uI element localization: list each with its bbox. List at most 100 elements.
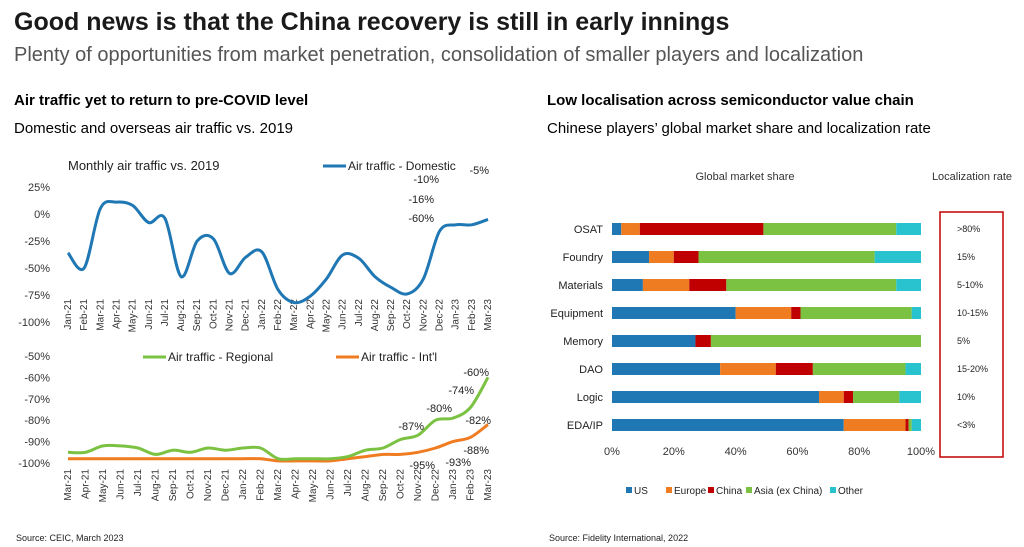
x-tick-label: Apr-22 (291, 469, 302, 499)
annotation-label: -93% (445, 457, 471, 469)
x-tick-label: 40% (725, 446, 747, 458)
x-tick-label: Apr-22 (305, 299, 316, 329)
bar-segment (612, 335, 696, 347)
x-tick-label: Jan-23 (448, 469, 459, 500)
x-tick-label: Jul-21 (133, 469, 144, 497)
x-tick-label: Dec-22 (435, 299, 446, 332)
x-tick-label: Jan-22 (238, 469, 249, 500)
annotation-label: -95% (409, 460, 435, 472)
semiconductor-market-share-chart: Global market share Localization rate OSAT… (550, 171, 1012, 497)
category-label: Equipment (550, 308, 603, 320)
y-tick-label: -60% (24, 372, 50, 384)
bar-segment (649, 251, 674, 263)
bar-segment (843, 391, 854, 403)
x-tick-label: Jul-21 (160, 299, 171, 327)
annotation-label: -60% (408, 213, 434, 225)
x-tick-label: Oct-22 (402, 299, 413, 329)
bar-segment (899, 391, 921, 403)
x-tick-label: Feb-22 (273, 299, 284, 331)
air-traffic-panel-subtitle: Domestic and overseas air traffic vs. 20… (14, 120, 294, 137)
x-tick-label: Feb-23 (466, 469, 477, 501)
bar-segment (763, 223, 897, 235)
semiconductor-panel-title: Low localisation across semiconductor va… (547, 92, 914, 109)
localization-column-header: Localization rate (932, 171, 1012, 183)
x-tick-label: Mar-22 (289, 299, 300, 331)
domestic-air-traffic-chart: 25% 0% -25% -50% -75% -100% Jan-21 Feb-21 Mar-21… (18, 158, 494, 332)
legend-label-intl: Air traffic - Int'l (361, 350, 437, 364)
bar-segment (843, 419, 906, 431)
bar-segment (673, 251, 699, 263)
bar-segment (720, 363, 776, 375)
legend-label: China (716, 486, 743, 497)
bar-segment (853, 391, 900, 403)
x-tick-label: Nov-21 (203, 469, 214, 502)
x-tick-label: 20% (663, 446, 685, 458)
legend-label-domestic: Air traffic - Domestic (348, 159, 456, 173)
x-tick-label: Aug-21 (151, 469, 162, 502)
x-tick-label: 80% (848, 446, 870, 458)
bar-segment (695, 335, 711, 347)
localization-rate-label: 15-20% (957, 364, 988, 374)
x-tick-label: Aug-21 (176, 299, 187, 332)
annotation-label: -60% (463, 367, 489, 379)
x-tick-label: Apr-21 (111, 299, 122, 329)
x-tick-label: Jan-23 (451, 299, 462, 330)
category-label: Logic (577, 392, 604, 404)
y-tick-label: -50% (24, 351, 50, 363)
legend-label: Europe (674, 486, 707, 497)
bar-segment (612, 363, 721, 375)
x-tick-label: Dec-21 (221, 469, 232, 502)
x-tick-label: Aug-22 (370, 299, 381, 332)
legend-label-regional: Air traffic - Regional (168, 350, 273, 364)
share-column-header: Global market share (695, 171, 794, 183)
x-tick-label: Jul-22 (354, 299, 365, 327)
y-tick-label: -70% (24, 394, 50, 406)
x-tick-label: Sep-21 (168, 469, 179, 502)
category-label: EDA/IP (567, 420, 603, 432)
bar-segment (896, 223, 921, 235)
semiconductor-source: Source: Fidelity International, 2022 (549, 533, 689, 543)
localization-rate-box (939, 211, 1004, 458)
x-tick-label: Jun-22 (326, 469, 337, 500)
chart-inner-title: Monthly air traffic vs. 2019 (68, 158, 220, 173)
page-title: Good news is that the China recovery is … (14, 8, 730, 36)
x-tick-label: Mar-23 (483, 469, 494, 501)
air-traffic-panel-title: Air traffic yet to return to pre-COVID l… (14, 92, 309, 109)
bar-segment (874, 251, 921, 263)
bar-segment (735, 307, 792, 319)
category-label: DAO (579, 364, 603, 376)
localization-rate-label: 10-15% (957, 308, 988, 318)
bar-segment (791, 307, 801, 319)
legend-swatch (626, 487, 632, 493)
semiconductor-panel-subtitle: Chinese players’ global market share and… (547, 120, 931, 137)
bar-segment (911, 307, 921, 319)
annotation-label: -82% (465, 415, 491, 427)
localization-rate-label: 5% (957, 336, 970, 346)
bar-segment (905, 419, 909, 431)
bar-segment (698, 251, 875, 263)
bar-segment (612, 307, 736, 319)
legend-swatch (746, 487, 752, 493)
bar-segment (800, 307, 912, 319)
regional-intl-air-traffic-chart: -50% -60% -70% -80% -90% -100% Mar-21 Apr-21 May… (18, 350, 494, 502)
annotation-label: -88% (463, 445, 489, 457)
x-tick-label: Oct-22 (396, 469, 407, 499)
y-tick-label: -100% (18, 317, 50, 329)
y-tick-label: 0% (34, 209, 50, 221)
y-tick-label: -80% (24, 415, 50, 427)
bar-segment (642, 279, 690, 291)
annotation-label: -10% (413, 174, 439, 186)
series-line-regional (67, 376, 490, 461)
x-tick-label: Jun-22 (338, 299, 349, 330)
legend-swatch (830, 487, 836, 493)
x-tick-label: 0% (604, 446, 620, 458)
x-tick-label: 100% (907, 446, 935, 458)
x-tick-label: Apr-21 (81, 469, 92, 499)
bar-segment (612, 251, 650, 263)
x-tick-label: Dec-22 (431, 469, 442, 502)
bar-segment (612, 279, 643, 291)
x-tick-label: Mar-21 (95, 299, 106, 331)
x-tick-label: Feb-22 (256, 469, 267, 501)
localization-rate-label: 5-10% (957, 280, 983, 290)
bar-segment (726, 279, 897, 291)
